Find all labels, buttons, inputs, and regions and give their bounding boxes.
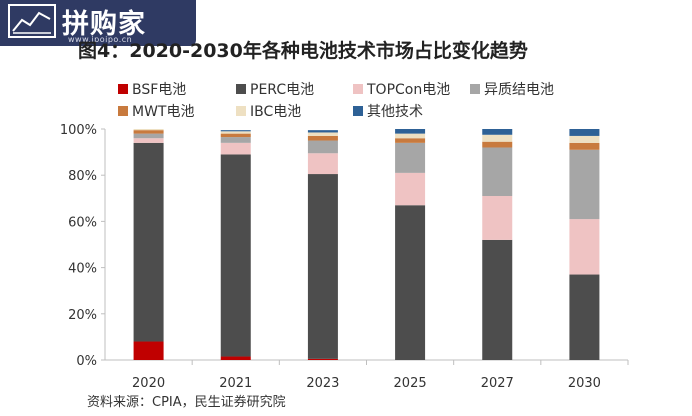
bar-segment-2030 [569, 142, 600, 150]
legend-swatch [236, 84, 246, 94]
bar-segment-2020 [133, 130, 164, 134]
bar-segment-2023 [307, 132, 338, 136]
bar-segment-2021 [220, 356, 251, 360]
legend-swatch [236, 106, 246, 116]
bar-segment-2023 [307, 130, 338, 133]
bar-segment-2020 [133, 142, 164, 342]
chart-title: 图4：2020-2030年各种电池技术市场占比变化趋势 [78, 40, 528, 62]
bar-segment-2023 [307, 153, 338, 175]
y-tick-label: 60% [68, 215, 97, 230]
bar-segment-2023 [307, 135, 338, 141]
bar-segment-2027 [482, 147, 513, 196]
bar-segment-2021 [220, 130, 251, 132]
bar-segment-2027 [482, 195, 513, 240]
bar-segment-2020 [133, 138, 164, 143]
x-tick-label: 2027 [481, 376, 514, 391]
bar-segment-2027 [482, 141, 513, 148]
legend-swatch [118, 84, 128, 94]
watermark: 拼购家 www.ipoipo.cn [0, 0, 196, 46]
bar-segment-2023 [307, 174, 338, 359]
y-tick-label: 0% [76, 354, 97, 369]
legend-label: 异质结电池 [484, 82, 554, 98]
legend-swatch [118, 106, 128, 116]
x-tick-label: 2021 [219, 376, 252, 391]
bar-segment-2027 [482, 239, 513, 360]
bar-segment-2025 [395, 138, 426, 143]
bar-segment-2030 [569, 149, 600, 220]
x-tick-label: 2020 [132, 376, 165, 391]
source-note: 资料来源：CPIA，民生证券研究院 [87, 395, 286, 410]
bar-segment-2021 [220, 142, 251, 155]
bar-segment-2021 [220, 133, 251, 138]
bar-segment-2030 [569, 135, 600, 143]
watermark-text: 拼购家 [62, 9, 146, 40]
bar-segment-2025 [395, 172, 426, 206]
bar-segment-2030 [569, 274, 600, 360]
y-tick-label: 20% [68, 308, 97, 323]
bar-segment-2030 [569, 219, 600, 275]
legend-label: MWT电池 [132, 104, 194, 120]
bar-segment-2023 [307, 140, 338, 154]
bar-segment-2021 [220, 154, 251, 357]
bar-segment-2023 [307, 358, 338, 360]
y-tick-label: 40% [68, 262, 97, 277]
bar-segment-2027 [482, 134, 513, 142]
bar-segment-2030 [569, 129, 600, 136]
y-tick-label: 100% [60, 123, 97, 138]
legend-swatch [353, 106, 363, 116]
legend-label: 其他技术 [367, 104, 423, 120]
x-tick-label: 2025 [394, 376, 427, 391]
legend-label: IBC电池 [250, 104, 301, 120]
bar-segment-2025 [395, 129, 426, 134]
bar-segment-2025 [395, 205, 426, 360]
y-tick-label: 80% [68, 169, 97, 184]
watermark-url: www.ipoipo.cn [68, 35, 133, 44]
legend-swatch [353, 84, 363, 94]
x-tick-label: 2030 [568, 376, 601, 391]
legend-label: TOPCon电池 [366, 82, 450, 98]
bar-segment-2021 [220, 131, 251, 134]
x-tick-label: 2023 [306, 376, 339, 391]
bar-segment-2021 [220, 137, 251, 143]
bar-segment-2025 [395, 133, 426, 139]
legend-label: BSF电池 [132, 82, 186, 98]
legend-label: PERC电池 [250, 82, 314, 98]
bar-segment-2020 [133, 341, 164, 360]
bar-segment-2020 [133, 129, 164, 131]
bar-segment-2027 [482, 129, 513, 135]
legend-swatch [470, 84, 480, 94]
bar-segment-2025 [395, 142, 426, 173]
bar-segment-2020 [133, 133, 164, 139]
chart-logo-icon [8, 4, 56, 38]
